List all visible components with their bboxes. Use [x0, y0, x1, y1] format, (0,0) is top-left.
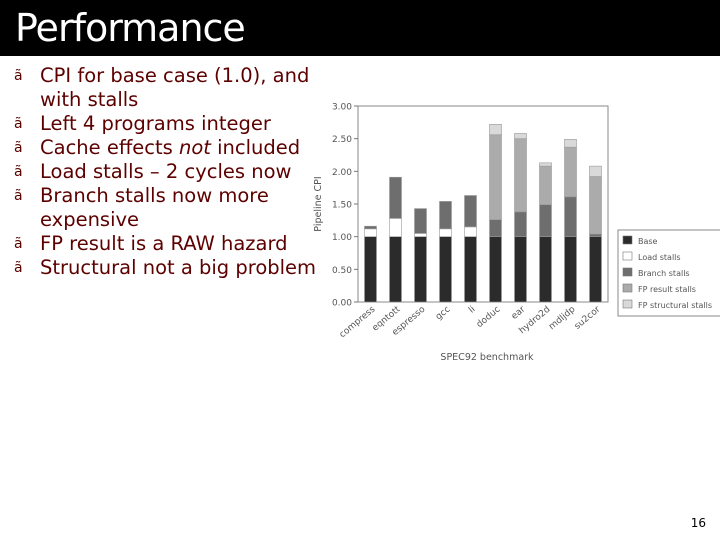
x-tick-label: ear — [510, 304, 528, 321]
x-tick-label: compress — [338, 304, 378, 340]
bar-segment — [439, 201, 452, 230]
legend-swatch — [622, 299, 633, 309]
bullet-item: ã Left 4 programs integer — [14, 112, 344, 136]
y-tick-label: 0.50 — [332, 266, 352, 276]
bar-segment — [489, 236, 502, 303]
bar-segment — [464, 236, 477, 303]
legend-label: FP result stalls — [638, 285, 696, 294]
bar-segment — [539, 165, 552, 205]
bar-segment — [589, 165, 602, 177]
bar-segment — [439, 236, 452, 303]
bar-segment — [414, 236, 427, 303]
bar-segment — [414, 208, 427, 234]
bar-segment — [389, 218, 402, 237]
y-tick-label: 3.00 — [332, 103, 352, 113]
bullet-text-after: included — [210, 136, 301, 159]
y-tick-label: 0.00 — [332, 299, 352, 309]
legend-box — [617, 229, 720, 317]
bullet-text-before: Cache effects — [40, 136, 179, 159]
cpi-stacked-bar-chart: 0.00 0.50 1.00 1.50 2.00 2.50 3.00 Pipeline CPI… — [313, 103, 720, 363]
bar-segment — [364, 225, 377, 230]
bar-segment — [389, 176, 402, 219]
bar-segment — [589, 176, 602, 235]
x-tick-label: li — [467, 305, 477, 316]
bullet-marker-icon: ã — [14, 140, 23, 156]
bullet-item: ã Structural not a big problem — [14, 256, 344, 280]
bar-segment — [564, 139, 577, 148]
bullet-text: Left 4 programs integer — [40, 112, 271, 135]
y-tick-label: 2.00 — [332, 168, 352, 178]
bullet-marker-icon: ã — [14, 116, 23, 132]
bullet-item: ã FP result is a RAW hazard — [14, 232, 344, 256]
bar-segment — [464, 226, 477, 237]
page-number: 16 — [690, 516, 706, 530]
y-tick-label: 1.50 — [332, 201, 352, 211]
bar-segment — [539, 162, 552, 167]
bar-segment — [564, 236, 577, 303]
x-tick-label: mdljdp — [547, 304, 577, 332]
legend-swatch — [622, 267, 633, 277]
bar-segment — [414, 233, 427, 237]
bullet-text: FP result is a RAW hazard — [40, 232, 288, 255]
bullet-item: ã Cache effects not included — [14, 136, 344, 160]
bar-segment — [364, 236, 377, 303]
bullet-text-emphasis: not — [179, 136, 211, 159]
bar-segment — [539, 236, 552, 303]
legend-label: Base — [638, 237, 658, 246]
bar-segment — [364, 228, 377, 237]
bar-segment — [489, 219, 502, 237]
bar-segment — [489, 123, 502, 136]
bullet-marker-icon: ã — [14, 68, 23, 84]
bullet-text: Structural not a big problem — [40, 256, 317, 279]
y-axis-label: Pipeline CPI — [313, 176, 324, 231]
legend-swatch — [622, 251, 633, 261]
bullet-item: ã CPI for base case (1.0), and with stal… — [14, 64, 344, 112]
bullet-marker-icon: ã — [14, 164, 23, 180]
bar-segment — [514, 211, 527, 237]
y-tick-label: 2.50 — [332, 135, 352, 145]
bar-segment — [439, 228, 452, 237]
bullet-marker-icon: ã — [14, 188, 23, 204]
slide-title: Performance — [15, 6, 246, 50]
bar-segment — [564, 196, 577, 237]
x-axis-label: SPEC92 benchmark — [440, 352, 534, 363]
bar-segment — [589, 236, 602, 303]
x-tick-label: gcc — [434, 305, 452, 323]
legend-label: Load stalls — [638, 253, 681, 262]
legend-swatch — [622, 283, 633, 293]
bar-segment — [514, 133, 527, 139]
legend-label: Branch stalls — [638, 269, 690, 278]
bullet-text: Branch stalls now more expensive — [40, 184, 269, 231]
bar-segment — [564, 146, 577, 198]
bar-segment — [514, 138, 527, 213]
bullet-marker-icon: ã — [14, 260, 23, 276]
bullet-text: CPI for base case (1.0), and with stalls — [40, 64, 310, 111]
bar-segment — [489, 134, 502, 220]
y-tick-label: 1.00 — [332, 233, 352, 243]
bar-segment — [389, 236, 402, 303]
bullet-text: Load stalls – 2 cycles now — [40, 160, 292, 183]
title-bar: Performance — [0, 0, 720, 56]
bar-segment — [464, 195, 477, 228]
bullet-marker-icon: ã — [14, 236, 23, 252]
bullet-list: ã CPI for base case (1.0), and with stal… — [14, 64, 344, 280]
bar-segment — [539, 204, 552, 237]
bullet-item: ã Branch stalls now more expensive — [14, 184, 344, 232]
bullet-item: ã Load stalls – 2 cycles now — [14, 160, 344, 184]
legend-label: FP structural stalls — [638, 301, 712, 310]
bar-segment — [589, 233, 602, 237]
legend-swatch — [622, 235, 633, 245]
bar-segment — [514, 236, 527, 303]
x-tick-label: doduc — [475, 305, 503, 330]
x-tick-label: su2cor — [573, 304, 603, 331]
